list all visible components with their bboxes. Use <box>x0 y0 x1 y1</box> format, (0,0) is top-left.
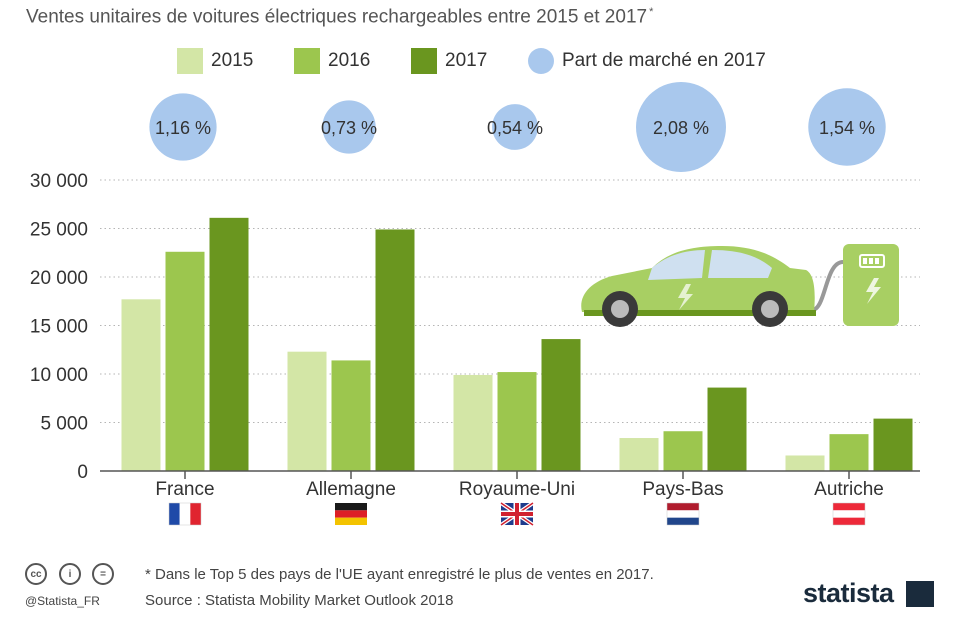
x-tick-label: Autriche <box>814 479 884 500</box>
germany-flag-icon <box>335 503 367 525</box>
market-share-bubbles: 1,16 % 0,73 % 0,54 % 2,08 % 1,54 % <box>149 82 886 172</box>
bar-2015-pays-bas <box>619 438 659 471</box>
by-icon: i <box>59 563 81 585</box>
bar-2016-pays-bas <box>663 431 703 471</box>
legend-swatch-market-share <box>528 48 554 74</box>
x-tick-label: Royaume-Uni <box>459 479 575 500</box>
legend-label-market-share: Part de marché en 2017 <box>562 50 766 71</box>
legend-swatch-2016 <box>294 48 320 74</box>
market-share-bubble-royaume-uni <box>492 104 538 150</box>
bar-2017-royaume-uni <box>541 339 581 471</box>
uk-flag-icon <box>499 501 535 527</box>
legend-label-2017: 2017 <box>445 50 488 71</box>
y-tick-label: 15 000 <box>30 317 88 338</box>
y-tick-label: 0 <box>77 462 88 483</box>
cc-icon: cc <box>25 563 47 585</box>
bar-2015-autriche <box>785 455 825 471</box>
statista-logo-icon <box>906 581 934 607</box>
legend-item-market-share: Part de marché en 2017 <box>528 48 766 74</box>
y-tick-label: 20 000 <box>30 268 88 289</box>
footnote: * Dans le Top 5 des pays de l'UE ayant e… <box>145 566 654 583</box>
market-share-bubble-autriche <box>808 88 886 166</box>
legend-swatch-2015 <box>177 48 203 74</box>
bar-2017-allemagne <box>375 229 415 471</box>
market-share-bubble-pays-bas <box>636 82 726 172</box>
legend-item-2015: 2015 <box>177 48 253 74</box>
bars <box>121 217 913 471</box>
bar-2017-autriche <box>873 418 913 471</box>
legend-item-2016: 2016 <box>294 48 370 74</box>
bar-2015-allemagne <box>287 351 327 471</box>
legend-item-2017: 2017 <box>411 48 487 74</box>
market-share-label: 0,54 % <box>487 118 543 138</box>
source-note: Source : Statista Mobility Market Outloo… <box>145 592 454 609</box>
x-tick-label: France <box>155 479 214 500</box>
x-axis-tick-marks <box>184 471 850 479</box>
bar-2017-france <box>209 217 249 471</box>
y-tick-label: 30 000 <box>30 171 88 192</box>
netherlands-flag-icon <box>666 502 700 526</box>
statista-logo: statista <box>803 578 894 608</box>
market-share-label: 2,08 % <box>653 118 709 138</box>
country-flags <box>168 501 866 527</box>
chart-title: Ventes unitaires de voitures électriques… <box>26 6 654 28</box>
market-share-label: 0,73 % <box>321 118 377 138</box>
france-flag-icon <box>168 502 202 526</box>
bar-2016-france <box>165 251 205 471</box>
bar-2016-autriche <box>829 434 869 471</box>
y-axis-ticks: 0 5 000 10 000 15 000 20 000 25 000 30 000 <box>30 171 88 483</box>
market-share-label: 1,16 % <box>155 118 211 138</box>
legend-swatch-2017 <box>411 48 437 74</box>
bar-2017-pays-bas <box>707 387 747 471</box>
y-tick-label: 10 000 <box>30 365 88 386</box>
bar-2015-royaume-uni <box>453 374 493 471</box>
legend-label-2016: 2016 <box>328 50 371 71</box>
y-tick-label: 5 000 <box>40 414 88 435</box>
x-tick-label: Allemagne <box>306 479 396 500</box>
y-tick-label: 25 000 <box>30 220 88 241</box>
statista-handle: @Statista_FR <box>25 594 100 608</box>
title-footnote-mark: * <box>649 6 654 18</box>
bar-2015-france <box>121 299 161 471</box>
market-share-label: 1,54 % <box>819 118 875 138</box>
market-share-bubble-france <box>149 93 217 161</box>
nd-icon: = <box>92 563 114 585</box>
x-tick-label: Pays-Bas <box>642 479 723 500</box>
austria-flag-icon <box>832 502 866 526</box>
x-axis-labels: France Allemagne Royaume-Uni Pays-Bas Autric… <box>155 479 883 500</box>
bar-2016-royaume-uni <box>497 372 537 471</box>
market-share-bubble-allemagne <box>322 100 376 154</box>
bar-2016-allemagne <box>331 360 371 471</box>
electric-car-charging-icon <box>581 244 899 327</box>
legend-label-2015: 2015 <box>211 50 254 71</box>
